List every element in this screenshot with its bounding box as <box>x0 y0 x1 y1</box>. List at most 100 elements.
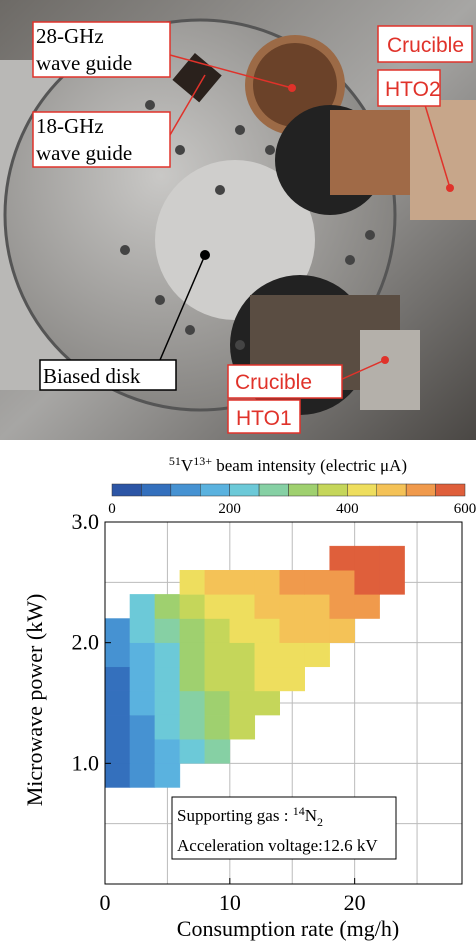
colorbar-tick-label: 400 <box>336 501 359 517</box>
contour-cell <box>205 739 230 763</box>
contour-cell <box>380 546 405 570</box>
element: N <box>305 806 317 825</box>
contour-cell <box>130 691 155 715</box>
mass-number: 51 <box>169 454 181 468</box>
contour-cell <box>130 739 155 763</box>
contour-cell <box>205 619 230 643</box>
contour-cell <box>205 570 230 594</box>
contour-cell <box>155 715 180 739</box>
contour-cell <box>105 739 130 763</box>
contour-cell <box>330 570 355 594</box>
colorbar-bin <box>171 484 200 496</box>
contour-cell <box>230 570 255 594</box>
label-18ghz: wave guide <box>36 141 132 165</box>
contour-cell <box>205 643 230 667</box>
contour-cell <box>355 546 380 570</box>
charge: 13+ <box>193 454 212 468</box>
contour-cell <box>180 643 205 667</box>
label-hto2: HTO2 <box>385 78 441 101</box>
colorbar-bin <box>230 484 259 496</box>
label-crucible: Crucible <box>387 34 464 57</box>
contour-cell <box>105 691 130 715</box>
contour-cell <box>180 715 205 739</box>
contour-cell <box>205 667 230 691</box>
contour-cell <box>155 594 180 618</box>
contour-cell <box>380 570 405 594</box>
colorbar-bin <box>318 484 347 496</box>
contour-cell <box>155 691 180 715</box>
contour-cell <box>355 570 380 594</box>
colorbar-bin <box>112 484 141 496</box>
contour-cell <box>330 619 355 643</box>
contour-cell <box>230 715 255 739</box>
contour-cell <box>180 570 205 594</box>
label-hto1: HTO1 <box>236 407 292 430</box>
label-28ghz: wave guide <box>36 51 132 75</box>
contour-cell <box>180 739 205 763</box>
contour-cell <box>230 594 255 618</box>
contour-cell <box>280 570 305 594</box>
contour-cell <box>130 667 155 691</box>
contour-cell <box>155 763 180 787</box>
contour-cell <box>105 643 130 667</box>
contour-cell <box>280 594 305 618</box>
contour-cell <box>180 667 205 691</box>
y-tick-label: 1.0 <box>72 750 100 775</box>
colorbar-bin <box>259 484 288 496</box>
colorbar-bin <box>377 484 406 496</box>
contour-cell <box>230 667 255 691</box>
colorbar-tick-label: 600 <box>454 501 476 517</box>
contour-cell <box>180 619 205 643</box>
contour-cell <box>155 643 180 667</box>
x-tick-label: 20 <box>344 890 366 915</box>
label-disk: Biased disk <box>43 364 141 388</box>
contour-cell <box>255 570 280 594</box>
contour-cell <box>130 763 155 787</box>
contour-cell <box>205 594 230 618</box>
count: 2 <box>317 815 323 829</box>
annotation-voltage: Acceleration voltage:12.6 kV <box>177 836 378 855</box>
colorbar-tick-label: 0 <box>108 501 116 517</box>
colorbar-bin <box>436 484 465 496</box>
x-tick-label: 10 <box>219 890 241 915</box>
label-crucible: Crucible <box>235 371 312 394</box>
contour-cell <box>155 619 180 643</box>
y-tick-label: 2.0 <box>72 630 100 655</box>
element: V <box>181 456 194 475</box>
contour-cell <box>105 715 130 739</box>
colorbar-bin <box>347 484 376 496</box>
label-18ghz: 18-GHz <box>36 114 104 138</box>
contour-cell <box>130 715 155 739</box>
colorbar-bin <box>406 484 435 496</box>
contour-cell <box>255 667 280 691</box>
contour-cell <box>155 739 180 763</box>
colorbar-title: 51V13+ beam intensity (electric μA) <box>169 454 407 475</box>
contour-cell <box>255 643 280 667</box>
contour-cell <box>255 594 280 618</box>
contour-cell <box>205 715 230 739</box>
contour-cell <box>280 619 305 643</box>
x-tick-label: 0 <box>100 890 111 915</box>
contour-cell <box>130 643 155 667</box>
contour-cell <box>230 691 255 715</box>
contour-cell <box>280 667 305 691</box>
text: Supporting gas : <box>177 806 293 825</box>
contour-cell <box>130 619 155 643</box>
contour-cell <box>105 619 130 643</box>
contour-cell <box>280 643 305 667</box>
contour-cell <box>105 667 130 691</box>
contour-cell <box>155 667 180 691</box>
contour-cell <box>305 619 330 643</box>
contour-cell <box>330 594 355 618</box>
contour-cell <box>105 763 130 787</box>
contour-cell <box>180 691 205 715</box>
chart-overlay: Supporting gas : 14N2 Acceleration volta… <box>172 797 396 859</box>
label-28ghz: 28-GHz <box>36 24 104 48</box>
contour-cell <box>180 594 205 618</box>
mass-number: 14 <box>293 804 305 818</box>
contour-cell <box>305 643 330 667</box>
contour-cell <box>255 619 280 643</box>
contour-cell <box>355 594 380 618</box>
contour-cell <box>330 546 355 570</box>
